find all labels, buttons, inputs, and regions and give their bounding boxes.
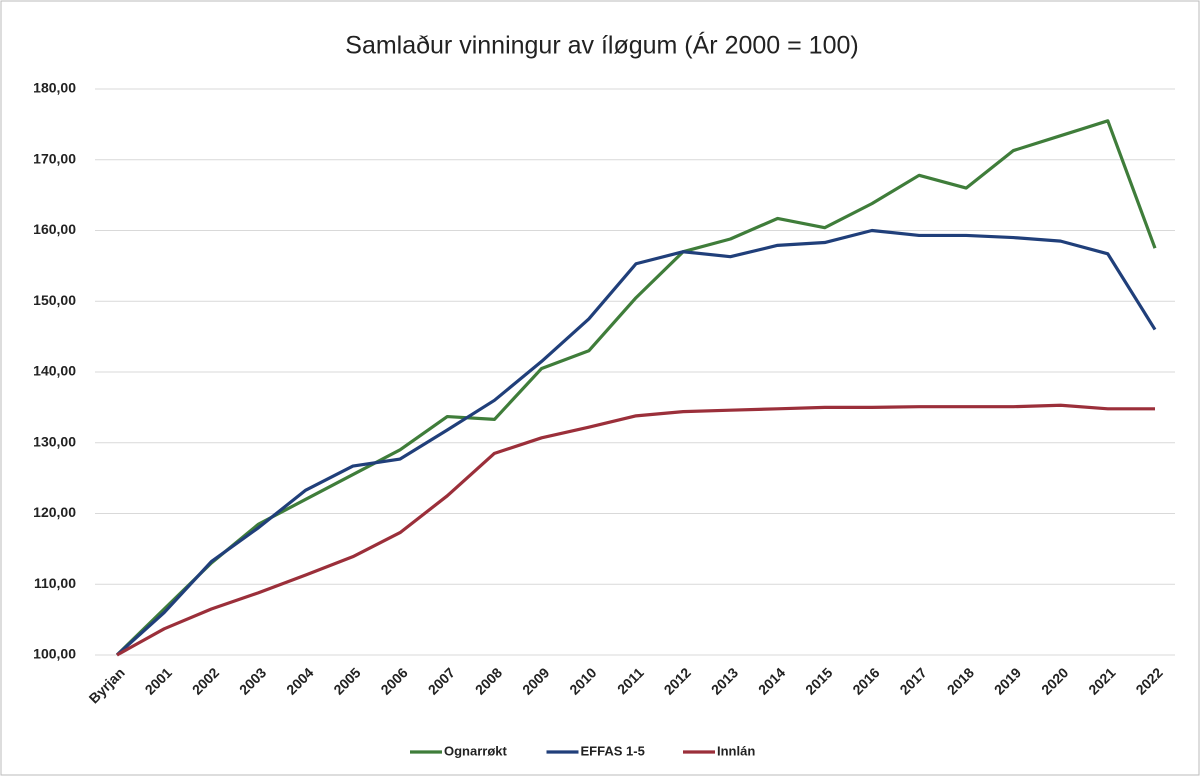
y-tick-label: 100,00 [33, 646, 76, 662]
y-tick-label: 130,00 [33, 433, 76, 449]
y-tick-label: 120,00 [33, 504, 76, 520]
y-tick-label: 110,00 [34, 575, 76, 591]
data-line [116, 403, 1155, 657]
legend-label: Innlán [717, 743, 755, 758]
y-tick-label: 140,00 [33, 363, 76, 379]
y-tick-label: 170,00 [33, 150, 76, 166]
chart-title: Samlaður vinningur av íløgum (Ár 2000 = … [345, 31, 858, 60]
legend-label: EFFAS 1-5 [581, 743, 645, 758]
data-line [115, 119, 1157, 657]
y-tick-label: 160,00 [33, 221, 76, 237]
legend-label: Ognarrøkt [444, 743, 508, 758]
data-line [115, 228, 1157, 657]
y-tick-label: 180,00 [33, 80, 76, 96]
y-tick-label: 150,00 [33, 292, 76, 308]
